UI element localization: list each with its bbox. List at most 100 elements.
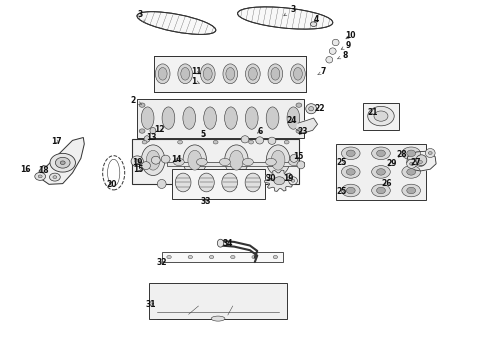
Ellipse shape (155, 64, 170, 84)
Text: 8: 8 (338, 50, 348, 59)
Text: 6: 6 (257, 127, 262, 136)
Ellipse shape (372, 147, 391, 159)
Text: 19: 19 (132, 158, 143, 167)
Ellipse shape (296, 129, 302, 133)
Ellipse shape (297, 161, 305, 169)
Text: 12: 12 (154, 125, 165, 134)
Ellipse shape (326, 57, 333, 63)
Text: 27: 27 (410, 158, 421, 167)
Text: 15: 15 (293, 152, 303, 161)
Text: 28: 28 (396, 150, 407, 158)
Text: 11: 11 (191, 68, 201, 77)
Bar (137, 99, 304, 138)
Ellipse shape (226, 68, 235, 80)
Ellipse shape (211, 316, 225, 321)
Ellipse shape (241, 136, 249, 143)
Text: 16: 16 (20, 165, 31, 174)
Bar (162, 252, 283, 262)
Ellipse shape (418, 161, 422, 163)
Text: 30: 30 (265, 174, 276, 183)
Ellipse shape (407, 187, 416, 194)
Ellipse shape (177, 140, 182, 144)
Ellipse shape (203, 68, 212, 80)
Ellipse shape (181, 68, 190, 80)
Ellipse shape (175, 173, 191, 192)
Ellipse shape (173, 158, 184, 166)
Polygon shape (296, 118, 318, 133)
Ellipse shape (162, 107, 175, 129)
Ellipse shape (142, 145, 165, 176)
Ellipse shape (204, 107, 217, 129)
Ellipse shape (198, 173, 214, 192)
Ellipse shape (151, 156, 160, 164)
Ellipse shape (144, 136, 150, 142)
Ellipse shape (342, 147, 360, 159)
Ellipse shape (167, 256, 172, 258)
Text: 2: 2 (131, 96, 142, 105)
Ellipse shape (377, 150, 386, 157)
Ellipse shape (158, 68, 167, 80)
Polygon shape (407, 151, 436, 171)
Ellipse shape (200, 64, 215, 84)
Polygon shape (39, 138, 84, 184)
Ellipse shape (291, 64, 305, 84)
Ellipse shape (274, 177, 285, 185)
Ellipse shape (332, 39, 339, 46)
Text: 23: 23 (297, 127, 308, 136)
Ellipse shape (372, 166, 391, 178)
Ellipse shape (425, 149, 435, 158)
Ellipse shape (294, 68, 302, 80)
Text: 32: 32 (156, 258, 167, 267)
Ellipse shape (402, 184, 420, 197)
Ellipse shape (291, 179, 294, 182)
Text: 29: 29 (387, 159, 397, 168)
Text: 10: 10 (345, 31, 356, 40)
Ellipse shape (55, 157, 70, 168)
Text: 13: 13 (147, 133, 157, 142)
Text: 25: 25 (337, 158, 347, 167)
Ellipse shape (342, 166, 360, 178)
Ellipse shape (252, 256, 256, 258)
Ellipse shape (273, 256, 277, 258)
Ellipse shape (377, 168, 386, 175)
Text: 31: 31 (146, 300, 156, 309)
Ellipse shape (245, 107, 258, 129)
Ellipse shape (60, 161, 65, 165)
Text: 15: 15 (133, 165, 144, 174)
Ellipse shape (407, 168, 416, 175)
Ellipse shape (38, 175, 42, 178)
Ellipse shape (49, 173, 60, 181)
Ellipse shape (289, 158, 299, 166)
Ellipse shape (329, 48, 336, 54)
Ellipse shape (377, 187, 386, 194)
Ellipse shape (374, 111, 388, 121)
Ellipse shape (137, 12, 216, 35)
Bar (132, 139, 299, 184)
Ellipse shape (220, 158, 230, 166)
Ellipse shape (289, 177, 297, 185)
Text: 1: 1 (191, 77, 199, 85)
Ellipse shape (142, 140, 147, 144)
Ellipse shape (346, 150, 355, 157)
Text: 18: 18 (38, 166, 49, 175)
Ellipse shape (256, 137, 264, 144)
Ellipse shape (372, 184, 391, 197)
Ellipse shape (268, 137, 276, 144)
Ellipse shape (53, 176, 57, 179)
Bar (154, 56, 306, 92)
Text: 34: 34 (222, 238, 233, 248)
Ellipse shape (243, 158, 253, 166)
Ellipse shape (150, 127, 156, 134)
Ellipse shape (287, 107, 300, 129)
Ellipse shape (267, 145, 290, 176)
Ellipse shape (268, 64, 283, 84)
Ellipse shape (213, 140, 218, 144)
Ellipse shape (245, 173, 261, 192)
Text: 3: 3 (137, 10, 144, 23)
Ellipse shape (407, 150, 416, 157)
Ellipse shape (402, 166, 420, 178)
Ellipse shape (416, 157, 425, 166)
Ellipse shape (271, 150, 285, 170)
Ellipse shape (188, 150, 202, 170)
Ellipse shape (142, 162, 150, 170)
